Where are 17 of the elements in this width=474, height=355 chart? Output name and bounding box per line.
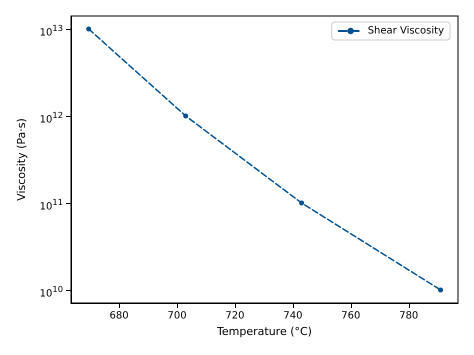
point <box>438 287 444 292</box>
x-tick-label: 780 <box>399 310 418 322</box>
point <box>299 200 304 206</box>
x-tick-label: 680 <box>110 310 129 322</box>
x-axis-title: Temperature (°C) <box>216 324 312 338</box>
y-tick-label: 10$^{11}$ <box>40 196 63 214</box>
point <box>183 113 188 118</box>
y-tick-label: 10$^{10}$ <box>40 282 63 300</box>
x-tick-label: 720 <box>225 310 244 322</box>
x-tick-label: 700 <box>167 310 187 322</box>
y-tick-label: 10$^{12}$ <box>40 108 63 126</box>
x-tick-label: 740 <box>283 310 302 322</box>
y-axis-title: Viscosity (Pa·s) <box>15 118 28 201</box>
y-tick-label: 10$^{13}$ <box>40 22 63 40</box>
legend-label: Shear Viscosity <box>368 26 444 36</box>
x-tick-label: 760 <box>341 310 360 322</box>
point <box>86 26 92 32</box>
